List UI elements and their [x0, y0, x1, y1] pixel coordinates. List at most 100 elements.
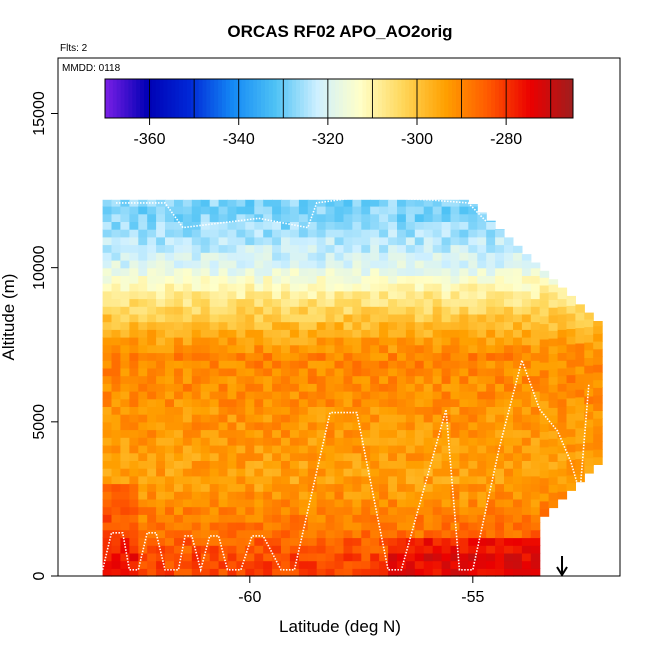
- field-cell: [397, 306, 407, 315]
- field-cell: [513, 283, 523, 292]
- field-cell: [441, 252, 452, 261]
- field-cell: [352, 568, 362, 577]
- field-cell: [325, 229, 336, 238]
- field-cell: [370, 537, 380, 546]
- field-cell: [486, 568, 496, 577]
- field-cell: [174, 306, 184, 315]
- field-cell: [165, 522, 175, 531]
- field-cell: [370, 260, 380, 269]
- field-cell: [200, 229, 211, 238]
- field-cell: [191, 260, 202, 269]
- field-cell: [334, 275, 344, 284]
- field-cell: [441, 475, 452, 485]
- field-cell: [441, 337, 452, 346]
- field-cell: [209, 452, 220, 461]
- field-cell: [138, 221, 148, 230]
- field-cell: [486, 452, 496, 461]
- field-cell: [298, 491, 309, 500]
- field-cell: [432, 375, 443, 384]
- field-cell: [263, 483, 273, 492]
- field-cell: [495, 244, 505, 253]
- field-cell: [227, 437, 237, 446]
- field-cell: [281, 468, 291, 477]
- field-cell: [289, 213, 300, 222]
- field-cell: [521, 468, 532, 477]
- field-cell: [548, 361, 559, 370]
- field-cell: [307, 275, 318, 284]
- field-cell: [432, 383, 443, 392]
- field-cell: [272, 421, 282, 431]
- field-cell: [102, 545, 113, 554]
- field-cell: [397, 522, 407, 531]
- field-cell: [209, 360, 220, 369]
- field-cell: [102, 199, 113, 207]
- field-cell: [165, 414, 175, 423]
- field-cell: [245, 429, 255, 438]
- field-cell: [102, 468, 113, 477]
- field-cell: [263, 391, 273, 400]
- field-cell: [281, 529, 291, 539]
- field-cell: [423, 283, 434, 292]
- field-cell: [486, 220, 496, 222]
- field-cell: [504, 344, 514, 354]
- flights-note: Flts: 2: [60, 43, 88, 54]
- field-cell: [272, 522, 282, 531]
- field-cell: [102, 437, 113, 446]
- field-cell: [191, 199, 202, 207]
- field-cell: [174, 283, 184, 292]
- field-cell: [530, 514, 541, 523]
- field-cell: [388, 421, 398, 431]
- colorbar-swatch: [389, 79, 395, 118]
- colorbar-swatch: [537, 79, 543, 118]
- field-cell: [307, 406, 318, 415]
- field-cell: [245, 375, 255, 384]
- field-cell: [236, 483, 246, 492]
- field-cell: [316, 199, 327, 207]
- field-cell: [165, 337, 175, 346]
- field-cell: [254, 283, 264, 292]
- field-cell: [468, 290, 478, 300]
- field-cell: [227, 206, 237, 215]
- field-cell: [459, 491, 469, 500]
- field-cell: [298, 290, 309, 300]
- field-cell: [361, 475, 371, 485]
- field-cell: [521, 537, 532, 546]
- field-cell: [343, 514, 353, 523]
- field-cell: [486, 468, 496, 477]
- field-cell: [200, 421, 211, 431]
- field-cell: [423, 421, 434, 431]
- field-cell: [477, 421, 487, 431]
- field-cell: [539, 315, 550, 325]
- field-cell: [441, 522, 452, 531]
- field-cell: [334, 306, 344, 315]
- field-cell: [486, 414, 496, 423]
- field-cell: [495, 498, 505, 508]
- field-cell: [352, 483, 362, 492]
- field-cell: [298, 568, 309, 577]
- field-cell: [352, 367, 362, 377]
- field-cell: [138, 545, 148, 554]
- field-cell: [530, 552, 541, 562]
- colorbar-swatch: [362, 79, 367, 118]
- field-cell: [397, 344, 407, 354]
- field-cell: [343, 344, 353, 354]
- field-cell: [379, 537, 389, 546]
- field-cell: [343, 206, 353, 215]
- field-cell: [450, 498, 460, 508]
- field-cell: [272, 445, 282, 454]
- colorbar-swatch: [335, 79, 340, 118]
- field-cell: [397, 329, 407, 338]
- field-cell: [459, 275, 469, 284]
- field-cell: [513, 475, 523, 485]
- field-cell: [432, 337, 443, 346]
- field-cell: [281, 199, 291, 207]
- colorbar-swatch: [136, 79, 141, 118]
- field-cell: [200, 321, 211, 330]
- field-cell: [530, 344, 541, 354]
- field-cell: [495, 375, 505, 384]
- y-axis-label: Altitude (m): [0, 274, 18, 361]
- field-cell: [191, 460, 202, 469]
- field-cell: [414, 429, 425, 438]
- field-cell: [521, 545, 532, 554]
- colorbar-swatch: [210, 79, 215, 118]
